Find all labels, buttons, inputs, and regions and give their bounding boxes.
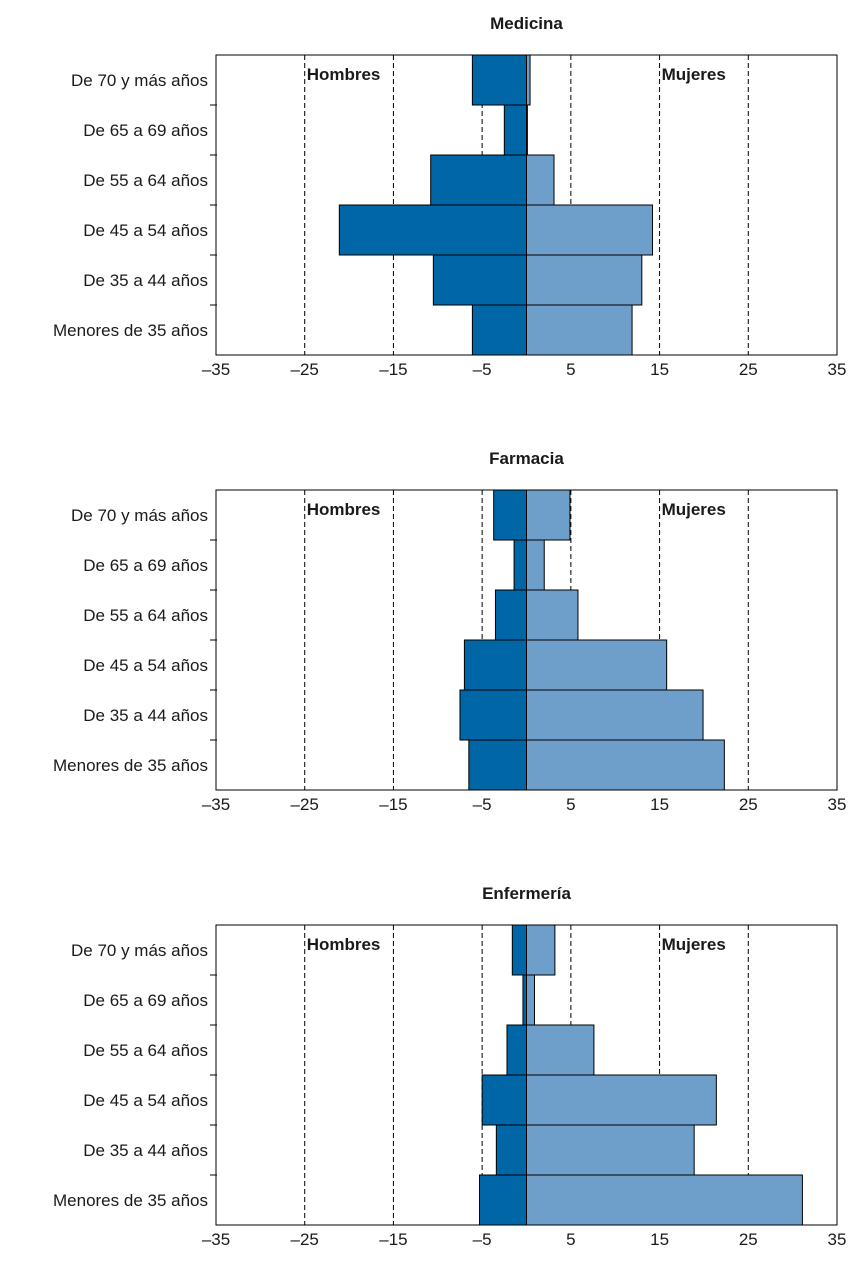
category-label: Menores de 35 años: [53, 1191, 208, 1210]
x-tick-label: –25: [291, 360, 319, 379]
bar-hombres: [493, 489, 528, 541]
bar-hombres: [494, 589, 528, 641]
bar-hombres: [459, 689, 528, 741]
x-tick-label: 5: [566, 795, 575, 814]
category-label: De 45 a 54 años: [83, 221, 208, 240]
x-tick-label: 15: [650, 360, 669, 379]
series-label-hombres: Hombres: [307, 65, 381, 84]
category-label: De 35 a 44 años: [83, 706, 208, 725]
bar-mujeres: [526, 974, 535, 1026]
bar-mujeres: [526, 54, 531, 106]
bar-hombres: [432, 254, 528, 306]
category-label: Menores de 35 años: [53, 756, 208, 775]
category-label: De 70 y más años: [71, 941, 208, 960]
bar-mujeres: [526, 204, 653, 256]
bar-hombres: [471, 54, 527, 106]
bar-hombres: [468, 739, 528, 791]
category-label: De 45 a 54 años: [83, 1091, 208, 1110]
category-label: De 70 y más años: [71, 71, 208, 90]
bar-mujeres: [526, 489, 571, 541]
bar-mujeres: [526, 589, 579, 641]
chart-title: Farmacia: [489, 449, 564, 468]
bar-mujeres: [526, 254, 643, 306]
category-label: De 70 y más años: [71, 506, 208, 525]
x-tick-label: 25: [739, 1230, 758, 1249]
bar-mujeres: [526, 1024, 595, 1076]
x-tick-label: 35: [828, 360, 847, 379]
x-tick-label: –15: [379, 795, 407, 814]
series-label-hombres: Hombres: [307, 935, 381, 954]
category-label: De 55 a 64 años: [83, 1041, 208, 1060]
bar-mujeres: [526, 1124, 695, 1176]
bar-hombres: [430, 154, 527, 206]
bar-hombres: [506, 1024, 527, 1076]
x-tick-label: –25: [291, 1230, 319, 1249]
category-label: De 55 a 64 años: [83, 171, 208, 190]
x-tick-label: 25: [739, 360, 758, 379]
series-label-mujeres: Mujeres: [662, 65, 726, 84]
pyramid-chart-1: Medicina Hombres Mujeres De 70 y más años De…: [53, 14, 847, 379]
bar-mujeres: [526, 924, 556, 976]
category-label: De 35 a 44 años: [83, 1141, 208, 1160]
x-tick-label: –15: [379, 1230, 407, 1249]
bar-mujeres: [526, 639, 668, 691]
x-tick-label: 5: [566, 1230, 575, 1249]
category-label: De 55 a 64 años: [83, 606, 208, 625]
pyramid-chart-3: Enfermería Hombres Mujeres De 70 y más años…: [53, 884, 847, 1249]
x-tick-label: 5: [566, 360, 575, 379]
chart-title: Medicina: [490, 14, 563, 33]
category-label: De 65 a 69 años: [83, 556, 208, 575]
bar-mujeres: [526, 1174, 803, 1226]
chart-title: Enfermería: [482, 884, 571, 903]
category-label: De 45 a 54 años: [83, 656, 208, 675]
bar-hombres: [495, 1124, 527, 1176]
bar-hombres: [522, 974, 527, 1026]
bar-mujeres: [526, 739, 725, 791]
bar-hombres: [478, 1174, 527, 1226]
x-tick-label: –35: [202, 795, 230, 814]
x-tick-label: –5: [473, 795, 492, 814]
category-label: Menores de 35 años: [53, 321, 208, 340]
series-label-mujeres: Mujeres: [662, 500, 726, 519]
x-tick-label: –35: [202, 360, 230, 379]
x-tick-label: –25: [291, 795, 319, 814]
series-label-mujeres: Mujeres: [662, 935, 726, 954]
category-label: De 65 a 69 años: [83, 991, 208, 1010]
bar-hombres: [463, 639, 527, 691]
bar-mujeres: [526, 104, 528, 156]
series-label-hombres: Hombres: [307, 500, 381, 519]
bar-hombres: [481, 1074, 527, 1126]
bar-hombres: [511, 924, 528, 976]
bar-hombres: [503, 104, 528, 156]
category-label: De 35 a 44 años: [83, 271, 208, 290]
bar-mujeres: [526, 539, 545, 591]
x-tick-label: 25: [739, 795, 758, 814]
x-tick-label: –35: [202, 1230, 230, 1249]
x-tick-label: 15: [650, 795, 669, 814]
bar-hombres: [513, 539, 528, 591]
x-tick-label: –5: [473, 360, 492, 379]
pyramid-chart-2: Farmacia Hombres Mujeres De 70 y más años De…: [53, 449, 847, 814]
category-label: De 65 a 69 años: [83, 121, 208, 140]
x-tick-label: –5: [473, 1230, 492, 1249]
bar-mujeres: [526, 1074, 717, 1126]
bar-hombres: [338, 204, 528, 256]
x-tick-label: 15: [650, 1230, 669, 1249]
x-tick-label: 35: [828, 795, 847, 814]
bar-hombres: [471, 304, 527, 356]
x-tick-label: –15: [379, 360, 407, 379]
bar-mujeres: [526, 304, 633, 356]
x-tick-label: 35: [828, 1230, 847, 1249]
bar-mujeres: [526, 154, 555, 206]
bar-mujeres: [526, 689, 704, 741]
